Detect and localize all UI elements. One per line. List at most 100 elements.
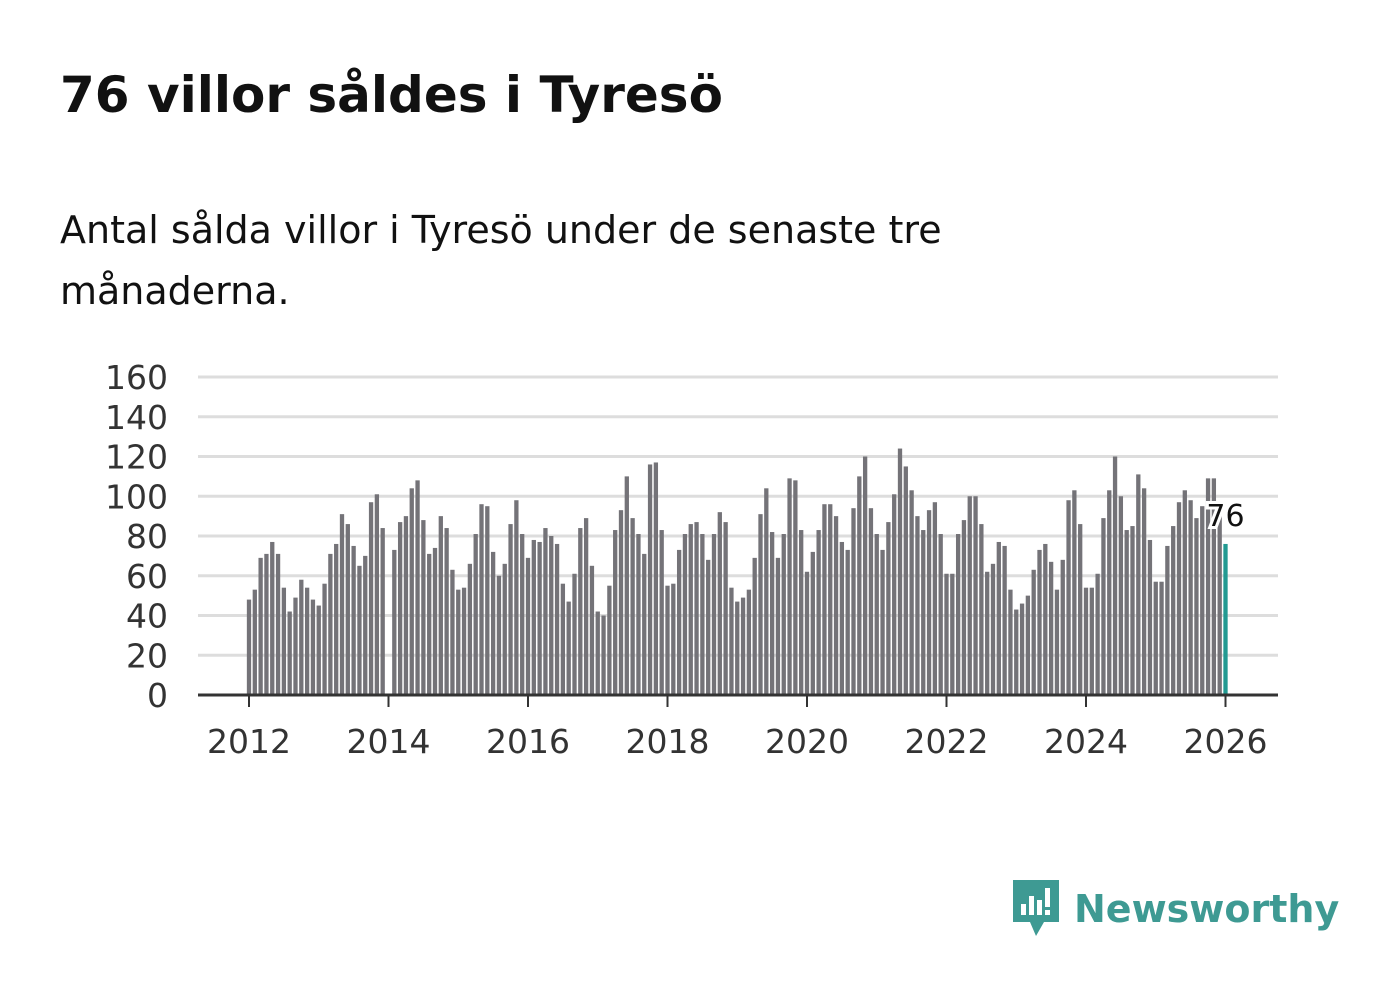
bar xyxy=(397,522,403,695)
bar xyxy=(299,579,304,695)
bar xyxy=(985,571,990,695)
bar xyxy=(618,510,624,695)
bar xyxy=(897,448,903,695)
bar xyxy=(438,516,443,696)
bar xyxy=(1054,589,1060,695)
bar xyxy=(1159,581,1164,695)
brand-logo: Newsworthy xyxy=(1010,878,1339,940)
bar xyxy=(636,534,641,695)
bar xyxy=(572,573,577,695)
bar xyxy=(531,539,536,695)
y-tick-label: 100 xyxy=(105,477,168,516)
bar xyxy=(490,551,496,695)
bar xyxy=(676,549,682,695)
bar xyxy=(578,528,583,695)
bar xyxy=(310,599,316,695)
x-tick-label: 2026 xyxy=(1184,722,1268,761)
bar xyxy=(1141,488,1147,695)
bar xyxy=(595,611,600,695)
bar xyxy=(427,553,432,695)
bar xyxy=(339,514,345,695)
bar xyxy=(857,476,862,696)
bar xyxy=(1072,490,1077,695)
x-tick-label: 2024 xyxy=(1044,722,1128,761)
bar xyxy=(630,518,635,695)
bar xyxy=(1176,502,1182,695)
bar xyxy=(1101,518,1106,695)
bar xyxy=(1147,539,1153,695)
bar xyxy=(583,518,589,695)
bar xyxy=(502,563,507,695)
bar xyxy=(758,514,763,695)
bar xyxy=(1171,526,1176,695)
bar xyxy=(1008,589,1013,695)
bar xyxy=(1025,595,1031,696)
bar xyxy=(1043,543,1048,695)
bar xyxy=(549,536,554,695)
bar xyxy=(752,557,757,695)
bar xyxy=(775,557,781,695)
newsworthy-logo-icon xyxy=(1013,880,1059,936)
brand-name: Newsworthy xyxy=(1074,887,1340,931)
y-tick-label: 140 xyxy=(105,398,168,437)
x-tick-label: 2020 xyxy=(765,722,849,761)
bar xyxy=(607,585,612,695)
bar xyxy=(246,599,252,695)
bar xyxy=(1031,569,1036,695)
bar xyxy=(967,496,972,695)
x-tick-label: 2022 xyxy=(905,722,989,761)
x-tick-label: 2018 xyxy=(626,722,710,761)
bar xyxy=(444,528,449,695)
bar xyxy=(351,545,356,695)
bar xyxy=(1112,456,1118,695)
bar xyxy=(671,583,676,695)
bar xyxy=(880,549,885,695)
y-tick-label: 0 xyxy=(147,676,168,715)
bar xyxy=(613,530,618,695)
bar xyxy=(874,534,879,695)
bar xyxy=(281,587,287,695)
bar xyxy=(293,597,298,695)
bar xyxy=(647,464,653,695)
bar xyxy=(432,547,438,695)
bar xyxy=(711,534,717,695)
bar xyxy=(769,532,775,695)
bar xyxy=(409,488,414,695)
bar xyxy=(589,565,595,695)
bar xyxy=(520,534,525,695)
bar xyxy=(368,502,374,695)
bar xyxy=(287,611,292,695)
bar xyxy=(316,605,321,695)
bar xyxy=(851,508,856,695)
bar xyxy=(1048,561,1054,695)
bar xyxy=(938,534,943,695)
bar xyxy=(653,462,659,695)
bar xyxy=(1083,587,1089,695)
bar xyxy=(717,512,722,695)
bar xyxy=(392,549,397,695)
bar xyxy=(1060,559,1065,695)
bar xyxy=(1217,512,1222,695)
bar xyxy=(700,534,705,695)
bar xyxy=(525,557,531,695)
bar xyxy=(1211,478,1217,695)
bar xyxy=(909,490,914,695)
bar xyxy=(363,555,368,696)
bar xyxy=(624,476,629,696)
bar xyxy=(1089,587,1094,695)
bar xyxy=(1205,478,1211,695)
bar xyxy=(973,496,978,695)
bar xyxy=(304,587,310,695)
bar xyxy=(270,541,275,695)
bar xyxy=(642,553,647,695)
bar xyxy=(828,504,833,695)
bar xyxy=(374,494,380,695)
bar xyxy=(659,530,664,695)
bar xyxy=(450,569,455,695)
bar xyxy=(1118,496,1124,695)
y-tick-label: 60 xyxy=(126,557,168,596)
chart-subtitle: Antal sålda villor i Tyresö under de sen… xyxy=(60,208,942,313)
bar xyxy=(816,530,821,695)
bar xyxy=(886,522,891,695)
